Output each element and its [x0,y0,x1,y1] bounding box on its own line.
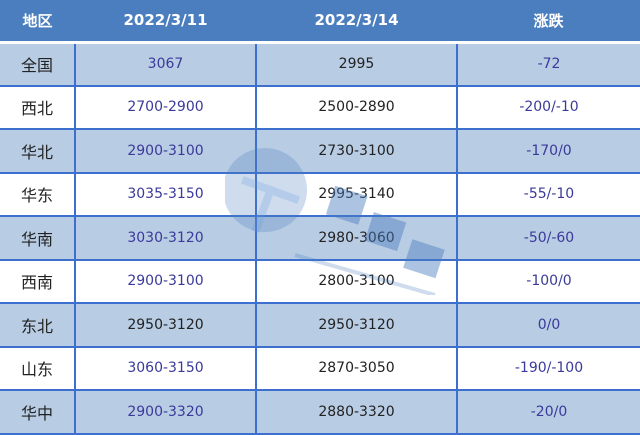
table-row: 华中 2900-3320 2880-3320 -20/0 [0,390,640,435]
date2-cell: 2980-3060 [255,216,458,261]
region-cell: 西北 [0,85,76,130]
table-row: 全国 3067 2995 -72 [0,42,640,87]
region-cell: 华东 [0,172,76,217]
header-date2: 2022/3/14 [256,0,457,44]
header-change: 涨跌 [457,0,640,44]
table-row: 山东 3060-3150 2870-3050 -190/-100 [0,346,640,391]
date2-cell: 2995-3140 [255,172,458,217]
region-cell: 华北 [0,129,76,174]
change-cell: -50/-60 [456,216,640,261]
header-row: 地区 2022/3/11 2022/3/14 涨跌 [0,0,640,44]
table-row: 华南 3030-3120 2980-3060 -50/-60 [0,216,640,261]
table-row: 华东 3035-3150 2995-3140 -55/-10 [0,172,640,217]
date1-cell: 2900-3100 [74,129,257,174]
change-cell: -190/-100 [456,346,640,391]
change-cell: -55/-10 [456,172,640,217]
header-date1: 2022/3/11 [75,0,256,44]
date2-cell: 2880-3320 [255,390,458,435]
table-row: 西北 2700-2900 2500-2890 -200/-10 [0,85,640,130]
region-cell: 全国 [0,42,76,87]
region-cell: 华南 [0,216,76,261]
region-cell: 西南 [0,259,76,304]
region-cell: 东北 [0,303,76,348]
date1-cell: 3035-3150 [74,172,257,217]
date1-cell: 3060-3150 [74,346,257,391]
date2-cell: 2995 [255,42,458,87]
table-row: 西南 2900-3100 2800-3100 -100/0 [0,259,640,304]
date2-cell: 2730-3100 [255,129,458,174]
change-cell: -200/-10 [456,85,640,130]
date1-cell: 3067 [74,42,257,87]
date1-cell: 2900-3320 [74,390,257,435]
change-cell: -72 [456,42,640,87]
date1-cell: 2700-2900 [74,85,257,130]
date2-cell: 2800-3100 [255,259,458,304]
date2-cell: 2950-3120 [255,303,458,348]
date2-cell: 2500-2890 [255,85,458,130]
change-cell: -170/0 [456,129,640,174]
change-cell: -20/0 [456,390,640,435]
region-cell: 山东 [0,346,76,391]
change-cell: 0/0 [456,303,640,348]
region-cell: 华中 [0,390,76,435]
table-row: 东北 2950-3120 2950-3120 0/0 [0,303,640,348]
header-region: 地区 [0,0,75,44]
change-cell: -100/0 [456,259,640,304]
date2-cell: 2870-3050 [255,346,458,391]
date1-cell: 3030-3120 [74,216,257,261]
date1-cell: 2900-3100 [74,259,257,304]
date1-cell: 2950-3120 [74,303,257,348]
table-row: 华北 2900-3100 2730-3100 -170/0 [0,129,640,174]
